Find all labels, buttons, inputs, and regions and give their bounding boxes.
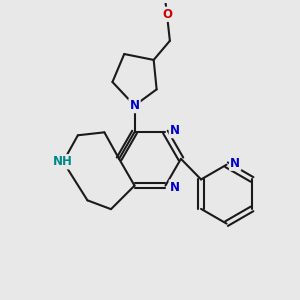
Text: N: N bbox=[170, 124, 180, 137]
Text: N: N bbox=[130, 99, 140, 112]
Text: NH: NH bbox=[53, 155, 73, 168]
Text: N: N bbox=[170, 181, 180, 194]
Text: O: O bbox=[162, 8, 172, 21]
Text: N: N bbox=[230, 157, 240, 170]
